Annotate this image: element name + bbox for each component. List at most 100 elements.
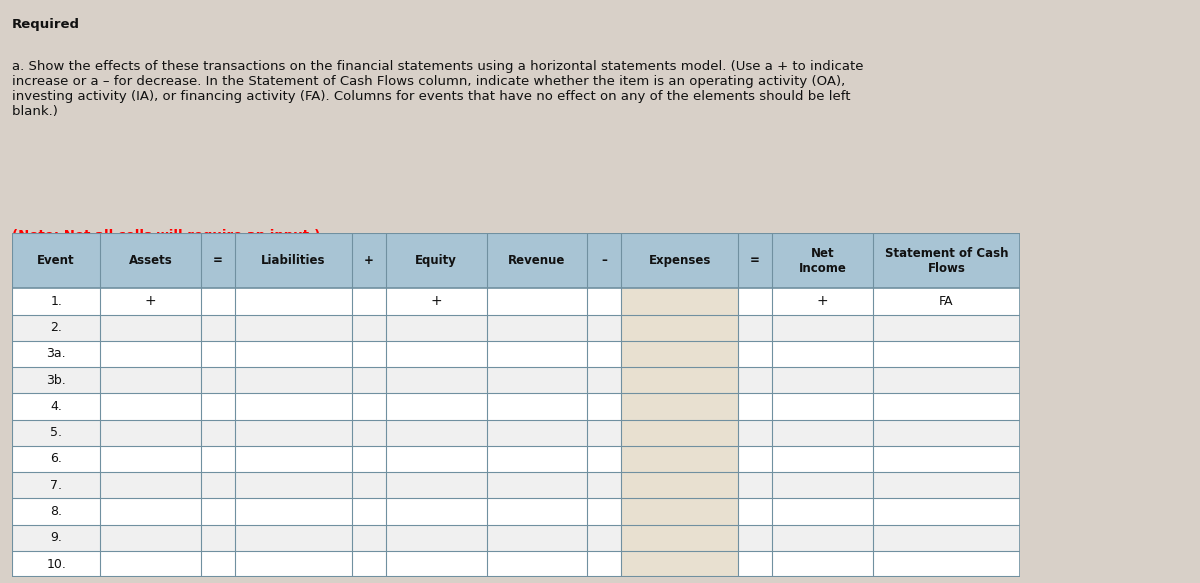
- Bar: [738, 551, 773, 577]
- Bar: [386, 498, 486, 525]
- Bar: [486, 498, 587, 525]
- Bar: [12, 233, 1020, 288]
- Bar: [235, 472, 352, 498]
- Bar: [101, 472, 200, 498]
- Bar: [386, 472, 486, 498]
- Bar: [235, 551, 352, 577]
- Text: Event: Event: [37, 254, 74, 267]
- Bar: [235, 498, 352, 525]
- Bar: [738, 472, 773, 498]
- Bar: [872, 394, 1020, 420]
- Bar: [386, 288, 486, 314]
- Bar: [101, 394, 200, 420]
- Bar: [773, 472, 872, 498]
- Bar: [12, 341, 101, 367]
- Bar: [352, 525, 386, 551]
- Bar: [12, 314, 101, 341]
- Bar: [386, 394, 486, 420]
- Bar: [352, 551, 386, 577]
- Bar: [773, 367, 872, 394]
- Bar: [352, 472, 386, 498]
- Bar: [622, 446, 738, 472]
- Text: 3b.: 3b.: [47, 374, 66, 387]
- Bar: [738, 341, 773, 367]
- Bar: [352, 394, 386, 420]
- Bar: [872, 288, 1020, 314]
- Bar: [587, 525, 622, 551]
- Bar: [622, 498, 738, 525]
- Bar: [872, 446, 1020, 472]
- Bar: [738, 498, 773, 525]
- Bar: [872, 341, 1020, 367]
- Bar: [101, 367, 200, 394]
- Bar: [200, 420, 235, 446]
- Text: (Note: Not all cells will require an input.): (Note: Not all cells will require an inp…: [12, 229, 320, 242]
- Text: =: =: [750, 254, 760, 267]
- Text: 4.: 4.: [50, 400, 62, 413]
- Bar: [872, 367, 1020, 394]
- Text: Net
Income: Net Income: [799, 247, 846, 275]
- Text: Required: Required: [12, 18, 80, 31]
- Bar: [200, 551, 235, 577]
- Bar: [235, 341, 352, 367]
- Bar: [773, 446, 872, 472]
- Bar: [352, 288, 386, 314]
- Bar: [622, 472, 738, 498]
- Bar: [587, 420, 622, 446]
- Text: +: +: [145, 294, 156, 308]
- Bar: [12, 498, 101, 525]
- Bar: [12, 367, 101, 394]
- Bar: [486, 394, 587, 420]
- Bar: [200, 341, 235, 367]
- Bar: [12, 551, 101, 577]
- Bar: [738, 446, 773, 472]
- Bar: [587, 341, 622, 367]
- Bar: [587, 314, 622, 341]
- Bar: [622, 420, 738, 446]
- Bar: [738, 288, 773, 314]
- Bar: [486, 446, 587, 472]
- Bar: [352, 420, 386, 446]
- Bar: [622, 551, 738, 577]
- Bar: [200, 446, 235, 472]
- Text: a. Show the effects of these transactions on the financial statements using a ho: a. Show the effects of these transaction…: [12, 61, 864, 118]
- Text: 2.: 2.: [50, 321, 62, 334]
- Bar: [235, 420, 352, 446]
- Bar: [773, 525, 872, 551]
- Bar: [773, 551, 872, 577]
- Bar: [235, 525, 352, 551]
- Bar: [12, 446, 101, 472]
- Text: 6.: 6.: [50, 452, 62, 465]
- Bar: [352, 341, 386, 367]
- Bar: [101, 314, 200, 341]
- Bar: [587, 472, 622, 498]
- Bar: [738, 314, 773, 341]
- Bar: [738, 420, 773, 446]
- Bar: [486, 525, 587, 551]
- Bar: [101, 551, 200, 577]
- Bar: [352, 446, 386, 472]
- Text: =: =: [214, 254, 223, 267]
- Text: +: +: [431, 294, 442, 308]
- Bar: [386, 314, 486, 341]
- Text: 9.: 9.: [50, 531, 62, 545]
- Text: 5.: 5.: [50, 426, 62, 439]
- Bar: [235, 288, 352, 314]
- Bar: [12, 420, 101, 446]
- Bar: [12, 472, 101, 498]
- Bar: [200, 525, 235, 551]
- Bar: [101, 446, 200, 472]
- Text: 7.: 7.: [50, 479, 62, 491]
- Text: Assets: Assets: [128, 254, 173, 267]
- Bar: [200, 288, 235, 314]
- Bar: [622, 288, 738, 314]
- Bar: [872, 314, 1020, 341]
- Bar: [486, 420, 587, 446]
- Bar: [386, 551, 486, 577]
- Bar: [352, 367, 386, 394]
- Bar: [101, 288, 200, 314]
- Bar: [486, 367, 587, 394]
- Bar: [738, 525, 773, 551]
- Bar: [738, 367, 773, 394]
- Bar: [235, 394, 352, 420]
